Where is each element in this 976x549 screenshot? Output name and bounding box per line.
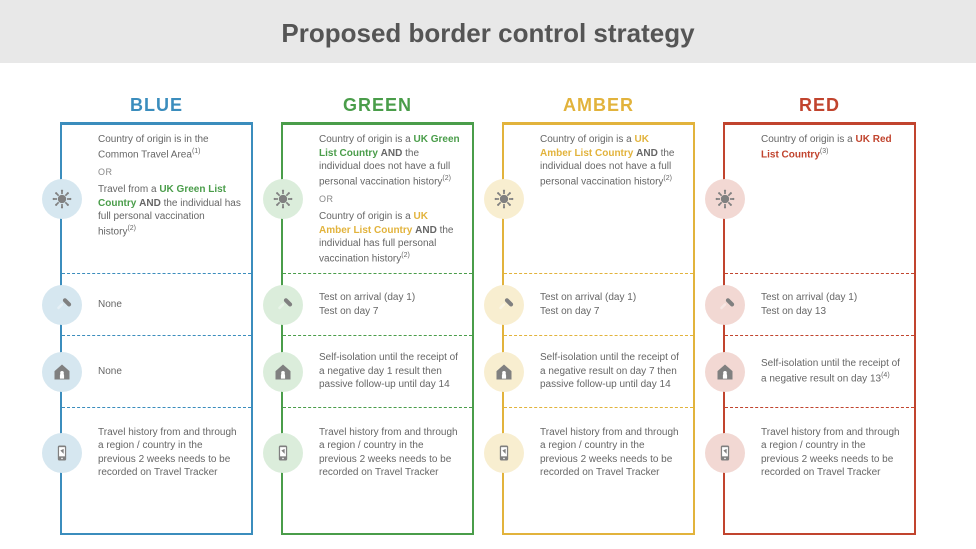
isolation-content: None: [98, 365, 122, 379]
row-origin: Country of origin is a UK Red List Count…: [725, 125, 914, 273]
or-divider: OR: [98, 166, 241, 178]
test-content: Test on arrival (day 1)Test on day 13: [761, 291, 857, 318]
column-amber: AMBER Country of origin is a UK Amber Li…: [502, 89, 695, 535]
column-header: RED: [723, 89, 916, 125]
test-tube-icon: [705, 285, 745, 325]
origin-content: Country of origin is a UK Green List Cou…: [319, 133, 462, 266]
row-test: Test on arrival (day 1)Test on day 13: [725, 273, 914, 335]
footnote-ref: (2): [127, 225, 136, 232]
home-icon: [263, 352, 303, 392]
origin-text: Country of origin is a: [761, 134, 856, 145]
origin-content: Country of origin is a UK Red List Count…: [761, 133, 904, 161]
test-content: None: [98, 298, 122, 312]
test-content: Test on arrival (day 1)Test on day 7: [540, 291, 636, 318]
travel-content: Travel history from and through a region…: [319, 426, 462, 480]
test-tube-icon: [484, 285, 524, 325]
row-travel: Travel history from and through a region…: [725, 407, 914, 497]
virus-icon: [705, 179, 745, 219]
column-header: AMBER: [502, 89, 695, 125]
row-isolation: Self-isolation until the receipt of a ne…: [725, 335, 914, 407]
origin-text: Country of origin is a: [319, 134, 414, 145]
row-travel: Travel history from and through a region…: [504, 407, 693, 497]
footnote-ref: (2): [401, 252, 410, 259]
title-bar: Proposed border control strategy: [0, 0, 976, 63]
home-icon: [705, 352, 745, 392]
footnote-ref: (2): [442, 175, 451, 182]
home-icon: [484, 352, 524, 392]
footnote-ref: (2): [663, 175, 672, 182]
phone-icon: [263, 433, 303, 473]
row-origin: Country of origin is a UK Amber List Cou…: [504, 125, 693, 273]
isolation-content: Self-isolation until the receipt of a ne…: [761, 357, 904, 385]
origin-text: Country of origin is a: [319, 211, 414, 222]
travel-content: Travel history from and through a region…: [761, 426, 904, 480]
footnote-ref: (1): [192, 148, 201, 155]
test-content: Test on arrival (day 1)Test on day 7: [319, 291, 415, 318]
row-test: Test on arrival (day 1)Test on day 7: [504, 273, 693, 335]
test-tube-icon: [42, 285, 82, 325]
column-body: Country of origin is a UK Green List Cou…: [281, 125, 474, 535]
page-title: Proposed border control strategy: [0, 18, 976, 49]
row-test: None: [62, 273, 251, 335]
columns-container: BLUE Country of origin is in the Common …: [0, 63, 976, 535]
column-header: BLUE: [60, 89, 253, 125]
origin-text: Travel from a: [98, 184, 159, 195]
column-green: GREEN Country of origin is a UK Green Li…: [281, 89, 474, 535]
test-tube-icon: [263, 285, 303, 325]
column-blue: BLUE Country of origin is in the Common …: [60, 89, 253, 535]
row-test: Test on arrival (day 1)Test on day 7: [283, 273, 472, 335]
travel-content: Travel history from and through a region…: [98, 426, 241, 480]
row-origin: Country of origin is a UK Green List Cou…: [283, 125, 472, 273]
origin-content: Country of origin is a UK Amber List Cou…: [540, 133, 683, 188]
footnote-ref: (3): [820, 148, 829, 155]
row-isolation: None: [62, 335, 251, 407]
column-header: GREEN: [281, 89, 474, 125]
phone-icon: [705, 433, 745, 473]
home-icon: [42, 352, 82, 392]
travel-content: Travel history from and through a region…: [540, 426, 683, 480]
row-travel: Travel history from and through a region…: [283, 407, 472, 497]
footnote-ref: (4): [881, 372, 890, 379]
column-red: RED Country of origin is a UK Red List C…: [723, 89, 916, 535]
column-body: Country of origin is a UK Red List Count…: [723, 125, 916, 535]
row-origin: Country of origin is in the Common Trave…: [62, 125, 251, 273]
virus-icon: [484, 179, 524, 219]
virus-icon: [263, 179, 303, 219]
or-divider: OR: [319, 193, 462, 205]
row-travel: Travel history from and through a region…: [62, 407, 251, 497]
column-body: Country of origin is a UK Amber List Cou…: [502, 125, 695, 535]
column-body: Country of origin is in the Common Trave…: [60, 125, 253, 535]
phone-icon: [42, 433, 82, 473]
virus-icon: [42, 179, 82, 219]
isolation-content: Self-isolation until the receipt of a ne…: [319, 351, 462, 392]
origin-content: Country of origin is in the Common Trave…: [98, 133, 241, 239]
row-isolation: Self-isolation until the receipt of a ne…: [504, 335, 693, 407]
phone-icon: [484, 433, 524, 473]
row-isolation: Self-isolation until the receipt of a ne…: [283, 335, 472, 407]
origin-text: Country of origin is a: [540, 134, 635, 145]
isolation-content: Self-isolation until the receipt of a ne…: [540, 351, 683, 392]
